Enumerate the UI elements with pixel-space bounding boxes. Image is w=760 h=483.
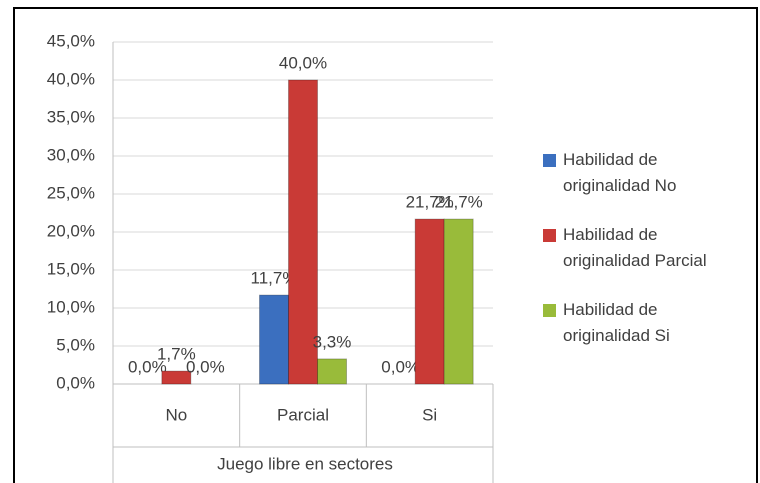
legend-swatch <box>543 154 556 167</box>
legend-swatch <box>543 229 556 242</box>
y-tick-label: 40,0% <box>47 69 95 88</box>
bar <box>288 79 318 385</box>
value-label: 3,3% <box>313 332 352 351</box>
value-label: 40,0% <box>279 53 327 72</box>
y-tick-label: 45,0% <box>47 31 95 50</box>
x-axis-label: Juego libre en sectores <box>217 454 393 473</box>
value-label: 1,7% <box>157 345 196 364</box>
x-tick-label: Parcial <box>277 405 329 424</box>
bar <box>161 370 192 385</box>
legend-label: Habilidad de originalidad Si <box>563 300 670 345</box>
bar <box>443 218 474 385</box>
legend-label: Habilidad de originalidad No <box>563 150 677 195</box>
value-label: 21,7% <box>435 193 483 212</box>
value-label: 0,0% <box>128 357 167 376</box>
y-tick-label: 0,0% <box>56 373 95 392</box>
y-tick-label: 5,0% <box>56 335 95 354</box>
y-tick-label: 15,0% <box>47 259 95 278</box>
bar <box>317 358 347 385</box>
legend-item: Habilidad de originalidad Parcial <box>543 222 760 274</box>
legend-swatch <box>543 304 556 317</box>
bar <box>414 218 445 385</box>
y-tick-label: 25,0% <box>47 183 95 202</box>
bar <box>259 294 289 385</box>
legend-item: Habilidad de originalidad Si <box>543 297 760 349</box>
value-label: 11,7% <box>251 269 298 288</box>
y-tick-label: 35,0% <box>47 107 95 126</box>
legend-item: Habilidad de originalidad No <box>543 147 760 199</box>
y-tick-label: 20,0% <box>47 221 95 240</box>
y-tick-label: 30,0% <box>47 145 95 164</box>
x-tick-label: No <box>165 405 187 424</box>
frame <box>13 7 758 483</box>
value-label: 0,0% <box>186 357 225 376</box>
x-tick-label: Si <box>422 405 437 424</box>
value-label: 0,0% <box>381 357 420 376</box>
value-label: 21,7% <box>406 193 454 212</box>
y-tick-label: 10,0% <box>47 297 95 316</box>
legend-label: Habilidad de originalidad Parcial <box>563 225 707 270</box>
